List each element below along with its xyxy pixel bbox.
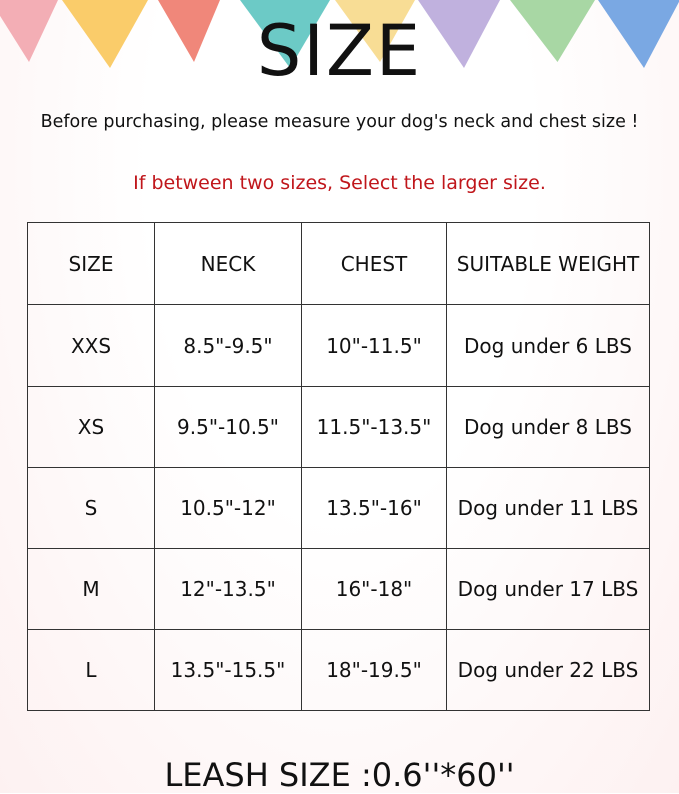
table-cell: 18"-19.5" <box>301 629 447 711</box>
header-cell: CHEST <box>301 222 447 305</box>
bunting-flag <box>598 0 679 68</box>
table-cell: XXS <box>27 304 155 387</box>
bunting-flag <box>335 0 415 62</box>
table-row: XXS 8.5"-9.5" 10"-11.5" Dog under 6 LBS <box>27 304 650 387</box>
table-cell: 10.5"-12" <box>154 467 302 549</box>
bunting-flag <box>158 0 220 62</box>
header-cell: SIZE <box>27 222 155 305</box>
table-row: S 10.5"-12" 13.5"-16" Dog under 11 LBS <box>27 467 650 549</box>
table-cell: 11.5"-13.5" <box>301 386 447 468</box>
bunting-decoration <box>0 0 679 68</box>
table-cell: 16"-18" <box>301 548 447 630</box>
header-cell: NECK <box>154 222 302 305</box>
table-cell: Dog under 17 LBS <box>446 548 650 630</box>
table-cell: 13.5"-15.5" <box>154 629 302 711</box>
bunting-flag <box>62 0 148 68</box>
table-header-row: SIZE NECK CHEST SUITABLE WEIGHT <box>27 222 650 305</box>
bunting-flag <box>510 0 595 62</box>
table-cell: Dog under 8 LBS <box>446 386 650 468</box>
table-cell: Dog under 22 LBS <box>446 629 650 711</box>
table-cell: Dog under 6 LBS <box>446 304 650 387</box>
size-table: SIZE NECK CHEST SUITABLE WEIGHT XXS 8.5"-… <box>27 222 650 711</box>
table-cell: 9.5"-10.5" <box>154 386 302 468</box>
header-cell: SUITABLE WEIGHT <box>446 222 650 305</box>
subtitle: Before purchasing, please measure your d… <box>40 112 639 132</box>
table-cell: S <box>27 467 155 549</box>
table-cell: 12"-13.5" <box>154 548 302 630</box>
page-title: SIZE <box>256 10 423 92</box>
table-row: XS 9.5"-10.5" 11.5"-13.5" Dog under 8 LBS <box>27 386 650 468</box>
table-cell: 8.5"-9.5" <box>154 304 302 387</box>
table-row: L 13.5"-15.5" 18"-19.5" Dog under 22 LBS <box>27 629 650 711</box>
table-cell: M <box>27 548 155 630</box>
table-row: M 12"-13.5" 16"-18" Dog under 17 LBS <box>27 548 650 630</box>
leash-size: LEASH SIZE :0.6''*60'' <box>164 756 515 794</box>
bunting-flag <box>240 0 330 68</box>
bunting-flag <box>418 0 500 68</box>
table-cell: 10"-11.5" <box>301 304 447 387</box>
size-note: If between two sizes, Select the larger … <box>133 172 546 194</box>
table-cell: Dog under 11 LBS <box>446 467 650 549</box>
table-cell: XS <box>27 386 155 468</box>
table-cell: 13.5"-16" <box>301 467 447 549</box>
bunting-flag <box>0 0 58 62</box>
table-cell: L <box>27 629 155 711</box>
